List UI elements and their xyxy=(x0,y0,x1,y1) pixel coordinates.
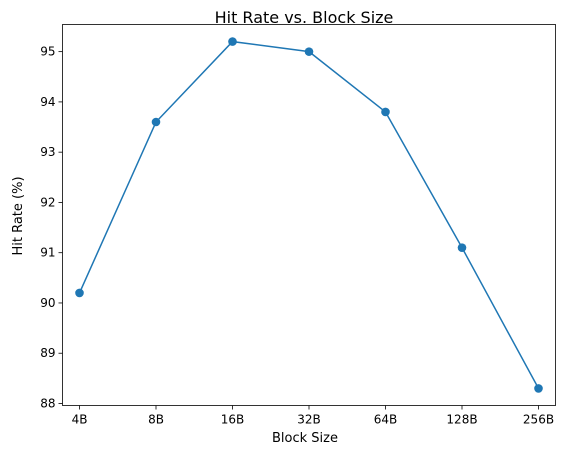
data-point-64B xyxy=(381,107,390,117)
data-point-4B xyxy=(75,288,84,298)
series-layer xyxy=(75,37,543,393)
x-tick-label: 64B xyxy=(374,413,398,427)
data-point-32B xyxy=(304,47,314,56)
series-line xyxy=(78,40,540,389)
y-tick-label: 89 xyxy=(40,346,55,360)
chart-title: Hit Rate vs. Block Size xyxy=(215,8,394,27)
x-tick-label: 16B xyxy=(221,413,245,427)
data-point-8B xyxy=(151,117,161,127)
y-axis: 88 89 90 91 92 93 94 95 xyxy=(40,45,63,410)
data-point-16B xyxy=(228,37,237,46)
y-tick-label: 90 xyxy=(40,296,55,310)
data-point-256B xyxy=(534,384,543,393)
x-tick-label: 128B xyxy=(446,413,477,427)
x-tick-label: 8B xyxy=(148,413,164,427)
y-tick-label: 88 xyxy=(40,396,55,410)
plot-frame xyxy=(62,24,556,406)
y-tick-label: 94 xyxy=(40,95,55,109)
data-point-128B xyxy=(457,243,467,252)
y-tick-label: 91 xyxy=(40,246,55,260)
y-tick-label: 92 xyxy=(40,195,55,209)
x-tick-label: 32B xyxy=(297,413,321,427)
x-tick-label: 4B xyxy=(72,413,88,427)
y-tick-label: 93 xyxy=(40,145,55,159)
y-tick-label: 95 xyxy=(40,45,55,59)
x-axis-label: Block Size xyxy=(272,431,338,446)
x-tick-label: 256B xyxy=(523,413,554,427)
x-axis: 4B 8B 16B 32B 64B 128B 256B xyxy=(72,405,554,427)
y-axis-label: Hit Rate (%) xyxy=(11,176,26,255)
